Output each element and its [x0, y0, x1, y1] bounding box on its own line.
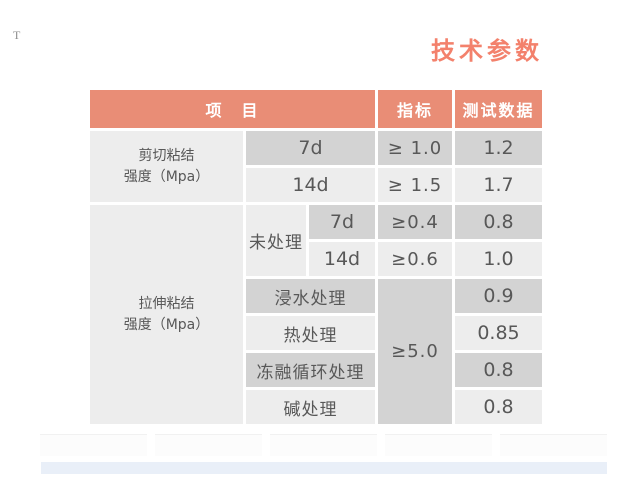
- tensile-strength-label: 拉伸粘结 强度（Mpa）: [90, 205, 243, 424]
- ghost-row-block: [270, 434, 377, 456]
- table-row: 碱处理 0.8: [90, 390, 542, 424]
- shear-label-line2: 强度（Mpa）: [123, 168, 210, 185]
- shear-age-14d: 14d: [246, 168, 375, 202]
- table-header-row: 项 目 指标 测试数据: [90, 90, 542, 128]
- tensile-label-line1: 拉伸粘结: [138, 296, 195, 313]
- heat-treatment-value: 0.85: [455, 316, 542, 350]
- ghost-row-block: [155, 434, 262, 456]
- untreated-age-14d: 14d: [309, 242, 375, 276]
- alkali-treatment-value: 0.8: [455, 390, 542, 424]
- ghost-row-block: [385, 434, 492, 456]
- ghost-row-block: [40, 434, 147, 456]
- shear-age-7d: 7d: [246, 131, 375, 165]
- header-test-data: 测试数据: [455, 90, 542, 128]
- freeze-thaw-label: 冻融循环处理: [246, 353, 375, 387]
- shear-strength-label: 剪切粘结 强度（Mpa）: [90, 131, 243, 202]
- table-row: 14d ≥ 1.5 1.7: [90, 168, 542, 202]
- heat-treatment-label: 热处理: [246, 316, 375, 350]
- technical-parameters-table: 项 目 指标 测试数据 剪切粘结 强度（Mpa） 7d ≥ 1.0 1.2 14…: [87, 87, 545, 427]
- faint-ghost-row: [40, 434, 607, 456]
- shear-indicator-7d: ≥ 1.0: [378, 131, 452, 165]
- page-title: 技术参数: [431, 37, 543, 65]
- shear-label-line1: 剪切粘结: [138, 148, 195, 165]
- ghost-row-block: [500, 434, 607, 456]
- table-row: 14d ≥0.6 1.0: [90, 242, 542, 276]
- table-row: 冻融循环处理 0.8: [90, 353, 542, 387]
- untreated-age-7d: 7d: [309, 205, 375, 239]
- untreated-value-14d: 1.0: [455, 242, 542, 276]
- alkali-treatment-label: 碱处理: [246, 390, 375, 424]
- header-indicator: 指标: [378, 90, 452, 128]
- table-row: 热处理 0.85: [90, 316, 542, 350]
- freeze-thaw-value: 0.8: [455, 353, 542, 387]
- corner-artifact-mark: T: [13, 28, 21, 42]
- footer-accent-bar: [41, 462, 607, 474]
- tensile-label-line2: 强度（Mpa）: [123, 316, 210, 333]
- table-row: 拉伸粘结 强度（Mpa） 未处理 7d ≥0.4 0.8: [90, 205, 542, 424]
- table-row: 浸水处理 ≥5.0 0.9: [90, 279, 542, 424]
- header-item: 项 目: [90, 90, 375, 128]
- untreated-label: 未处理: [246, 205, 306, 276]
- untreated-value-7d: 0.8: [455, 205, 542, 239]
- treated-indicator: ≥5.0: [378, 279, 452, 424]
- untreated-indicator-7d: ≥0.4: [378, 205, 452, 239]
- water-immersion-label: 浸水处理: [246, 279, 375, 313]
- shear-indicator-14d: ≥ 1.5: [378, 168, 452, 202]
- shear-value-7d: 1.2: [455, 131, 542, 165]
- table-row: 剪切粘结 强度（Mpa） 7d ≥ 1.0 1.2: [90, 131, 542, 202]
- water-immersion-value: 0.9: [455, 279, 542, 313]
- shear-value-14d: 1.7: [455, 168, 542, 202]
- untreated-indicator-14d: ≥0.6: [378, 242, 452, 276]
